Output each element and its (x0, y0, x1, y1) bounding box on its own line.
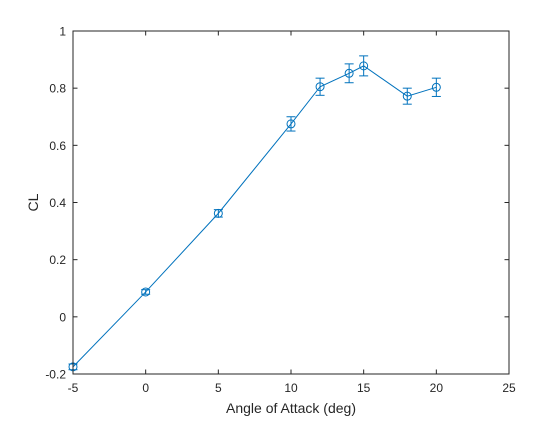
x-tick-label: 20 (430, 381, 444, 395)
y-axis-label: CL (25, 193, 41, 211)
x-tick-label: 15 (357, 381, 371, 395)
y-tick-label: 0.2 (49, 253, 66, 267)
data-point (402, 91, 412, 101)
data-point (315, 82, 325, 92)
series-line-group (68, 55, 441, 372)
x-tick-label: 10 (284, 381, 298, 395)
series (68, 55, 441, 372)
axes-box (72, 30, 510, 375)
x-tick-label: 25 (502, 381, 516, 395)
x-tick-label: -5 (68, 381, 79, 395)
tick-labels: -5 0 5 10 15 20 25 -0.2 0 0.2 0.4 0.6 0.8 1 (45, 25, 516, 396)
plot-area (73, 31, 509, 374)
x-tick-label: 0 (142, 381, 149, 395)
y-tick-label: 0.6 (49, 139, 66, 153)
data-point (213, 208, 223, 218)
x-axis-label: Angle of Attack (deg) (226, 400, 356, 416)
data-point (141, 287, 151, 297)
data-point (344, 68, 354, 78)
x-tick-label: 5 (215, 381, 222, 395)
y-tick-label: 1 (59, 25, 66, 39)
y-tick-label: 0 (59, 310, 66, 324)
y-tick-label: 0.8 (49, 82, 66, 96)
y-tick-label: -0.2 (45, 368, 66, 382)
data-point (431, 82, 441, 92)
data-point (359, 61, 369, 71)
y-tick-label: 0.4 (49, 196, 66, 210)
data-point (286, 119, 296, 129)
